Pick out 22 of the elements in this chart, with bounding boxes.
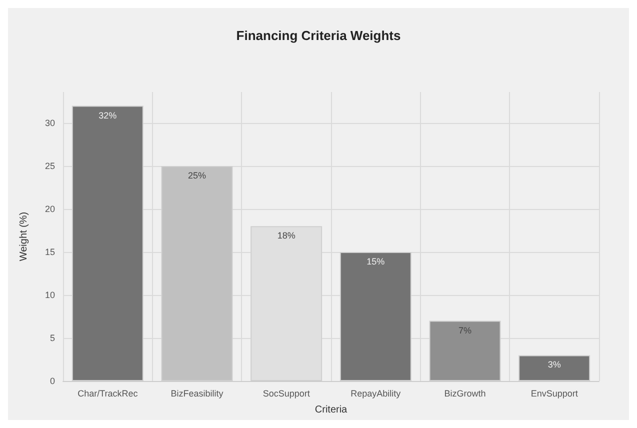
data-label: 15% xyxy=(366,256,385,266)
x-tick-label: SocSupport xyxy=(262,388,310,398)
data-label: 25% xyxy=(188,170,206,180)
x-axis-title: Criteria xyxy=(314,404,348,416)
y-tick-label: 5 xyxy=(50,332,55,343)
x-tick-label: BizFeasibility xyxy=(170,388,224,398)
data-label: 18% xyxy=(277,230,296,241)
x-tick-label: EnvSupport xyxy=(530,388,578,398)
data-label: 32% xyxy=(98,110,117,120)
y-tick-label: 0 xyxy=(50,376,55,386)
x-tick-label: Char/TrackRec xyxy=(78,388,138,398)
x-tick-label: BizGrowth xyxy=(444,388,486,398)
y-tick-label: 25 xyxy=(44,160,55,171)
y-tick-label: 20 xyxy=(44,204,55,214)
x-tick-label: RepayAbility xyxy=(350,388,402,398)
y-axis-title: Weight (%) xyxy=(18,212,30,262)
data-label: 3% xyxy=(548,360,561,370)
chart-title: Financing Criteria Weights xyxy=(236,28,401,43)
y-tick-label: 10 xyxy=(44,290,55,300)
y-tick-label: 30 xyxy=(44,118,55,128)
y-tick-label: 15 xyxy=(44,246,55,257)
data-label: 7% xyxy=(458,325,472,336)
